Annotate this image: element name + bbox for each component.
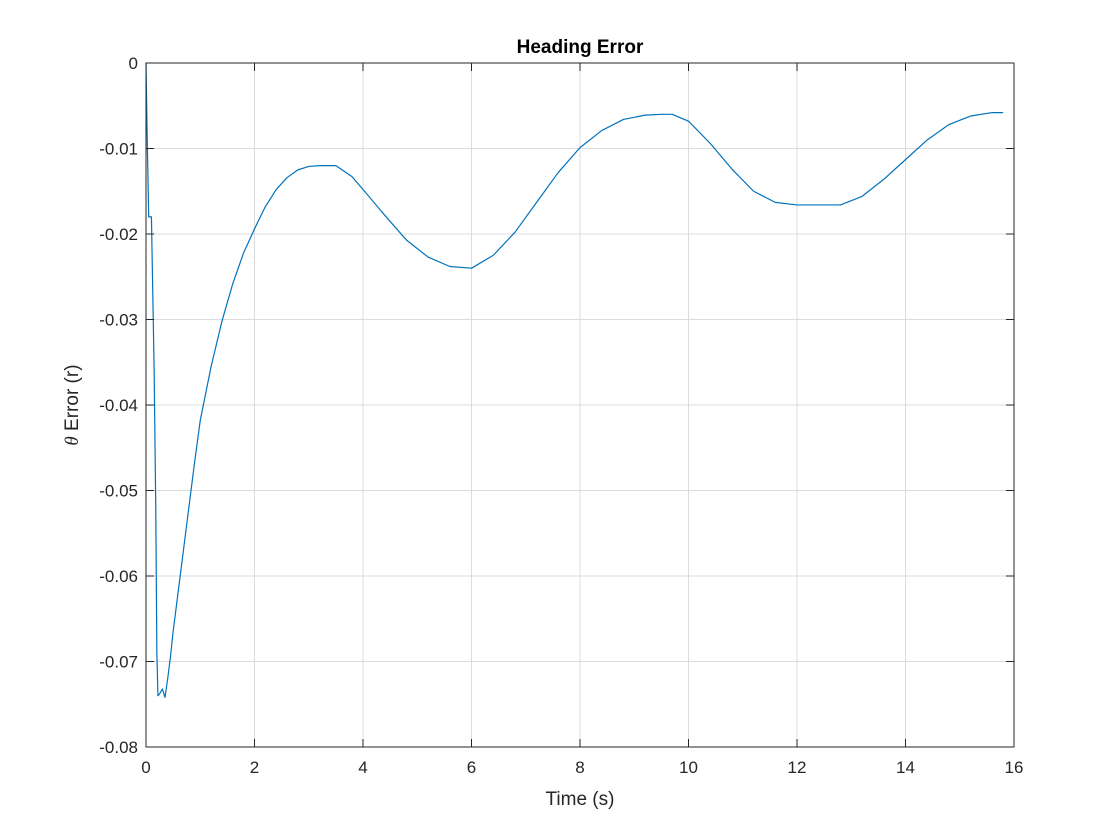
data-series — [145, 62, 1004, 699]
y-tick-label: -0.05 — [99, 482, 138, 501]
y-axis-label-symbol: θ — [62, 436, 83, 445]
x-tick-label: 6 — [467, 758, 476, 777]
chart-title: Heading Error — [517, 37, 644, 58]
x-tick-label: 14 — [896, 758, 915, 777]
x-tick-label: 12 — [788, 758, 807, 777]
x-tick-label: 16 — [1005, 758, 1024, 777]
y-tick-label: -0.06 — [99, 567, 138, 586]
x-tick-label: 0 — [141, 758, 150, 777]
x-tick-label: 4 — [358, 758, 367, 777]
y-tick-label: -0.07 — [99, 653, 138, 672]
y-tick-label: 0 — [129, 54, 138, 73]
y-tick-label: -0.08 — [99, 738, 138, 757]
x-tick-label: 8 — [575, 758, 584, 777]
ticks: 0 2 4 6 8 10 12 14 16 0 -0.01 -0.02 -0.03 -0.04 -0.05 -… — [99, 54, 1023, 777]
y-tick-label: -0.03 — [99, 311, 138, 330]
y-axis-label-text: Error (r) — [62, 364, 83, 436]
y-tick-label: -0.02 — [99, 225, 138, 244]
x-axis-label: Time (s) — [546, 789, 615, 810]
x-tick-label: 10 — [679, 758, 698, 777]
y-tick-label: -0.04 — [99, 396, 138, 415]
x-tick-label: 2 — [250, 758, 259, 777]
y-tick-label: -0.01 — [99, 140, 138, 159]
y-axis-label: θ Error (r) — [62, 364, 83, 445]
series-line — [145, 62, 1004, 699]
